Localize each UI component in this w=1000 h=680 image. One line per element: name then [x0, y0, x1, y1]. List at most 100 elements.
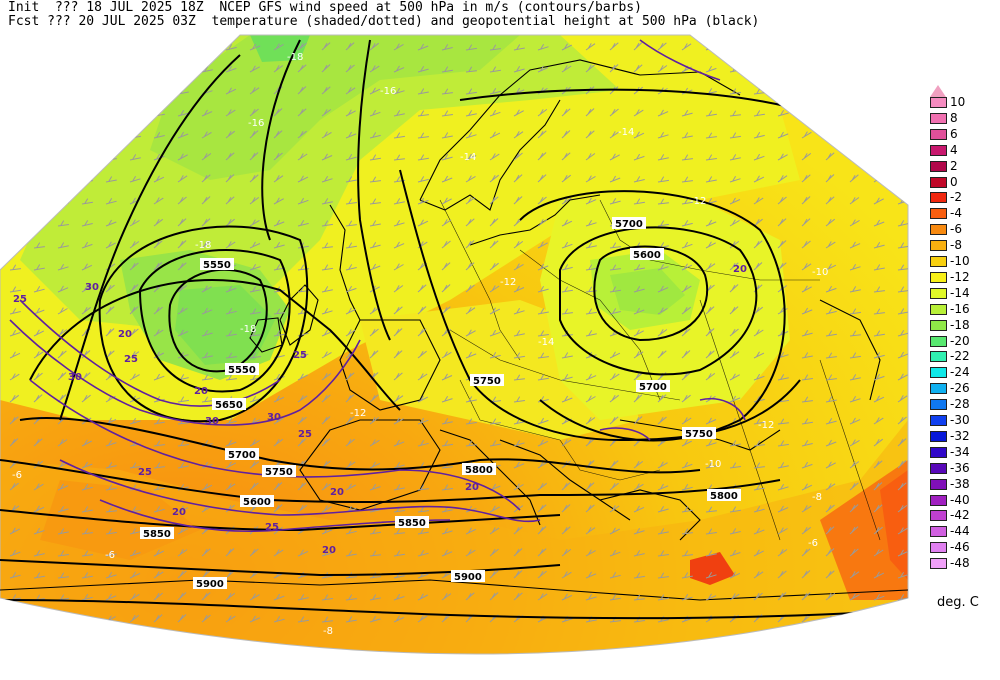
colorbar-label: 6 — [950, 126, 958, 141]
height-label: 5650 — [212, 398, 246, 411]
wind-label: 30 — [267, 412, 281, 423]
colorbar-label: -20 — [950, 333, 970, 348]
colorbar-swatch — [930, 256, 947, 267]
colorbar-swatch — [930, 271, 947, 283]
svg-text:5550: 5550 — [228, 365, 256, 376]
colorbar-label: -48 — [950, 556, 970, 571]
colorbar-label: -28 — [950, 397, 970, 412]
colorbar-swatch — [930, 192, 947, 204]
temp-label: -14 — [538, 337, 554, 348]
svg-text:5900: 5900 — [454, 572, 482, 583]
height-label: 5850 — [140, 527, 174, 540]
colorbar-swatch — [930, 510, 947, 522]
colorbar-label: -44 — [950, 524, 970, 539]
height-label: 5750 — [682, 427, 716, 440]
colorbar-swatch — [930, 415, 947, 426]
colorbar-label: -14 — [950, 285, 970, 300]
temp-label: -12 — [758, 420, 774, 431]
colorbar-label: -2 — [950, 190, 962, 205]
colorbar-swatch — [930, 367, 947, 379]
temp-label: -10 — [812, 267, 828, 278]
colorbar-label: 4 — [950, 142, 958, 157]
height-label: 5900 — [451, 570, 485, 583]
height-label: 5600 — [240, 495, 274, 508]
wind-label: 30 — [205, 416, 219, 427]
temp-label: -12 — [350, 408, 366, 419]
colorbar-swatch — [930, 494, 947, 506]
wind-label: 20 — [118, 329, 132, 340]
colorbar-swatch — [930, 399, 947, 411]
temp-label: -16 — [248, 118, 264, 129]
colorbar-label: -18 — [950, 317, 970, 332]
wind-label: 25 — [265, 522, 279, 533]
colorbar-swatch — [930, 351, 947, 363]
colorbar-swatch — [930, 208, 947, 220]
temp-label: -8 — [323, 626, 333, 637]
svg-text:5750: 5750 — [473, 376, 501, 387]
temp-label: -12 — [690, 196, 706, 207]
colorbar-label: -16 — [950, 301, 970, 316]
svg-text:5650: 5650 — [215, 400, 243, 411]
wind-contours — [9, 39, 746, 533]
colorbar-swatch — [930, 446, 947, 458]
wind-label: 25 — [138, 467, 152, 478]
wind-label: 20 — [322, 545, 336, 556]
colorbar-label: -24 — [950, 365, 970, 380]
colorbar-label: -42 — [950, 508, 970, 523]
init-time-header: Init ??? 18 JUL 2025 18Z NCEP GFS wind s… — [8, 0, 642, 15]
svg-text:5600: 5600 — [633, 250, 661, 261]
height-label: 5550 — [225, 363, 259, 376]
colorbar-units: deg. C — [937, 595, 979, 610]
colorbar-swatch — [930, 160, 947, 172]
temp-label: -8 — [812, 492, 822, 503]
height-label: 5700 — [225, 448, 259, 461]
temp-label: -6 — [12, 470, 22, 481]
wind-label: 20 — [733, 264, 747, 275]
svg-text:5900: 5900 — [196, 579, 224, 590]
wind-label: 25 — [298, 429, 312, 440]
height-label: 5900 — [193, 577, 227, 590]
wind-label: 25 — [124, 354, 138, 365]
colorbar-label: -34 — [950, 444, 970, 459]
temperature-field — [0, 35, 908, 654]
temp-label: -6 — [105, 550, 115, 561]
colorbar-label: 10 — [950, 95, 966, 109]
height-label: 5700 — [612, 217, 646, 230]
forecast-time-header: Fcst ??? 20 JUL 2025 03Z temperature (sh… — [8, 14, 760, 29]
temp-label: -14 — [618, 127, 634, 138]
colorbar-label: 2 — [950, 158, 958, 173]
svg-text:5850: 5850 — [398, 518, 426, 529]
colorbar-label: -40 — [950, 492, 970, 507]
wind-label: 20 — [330, 487, 344, 498]
height-label: 5600 — [630, 248, 664, 261]
temp-label: -10 — [705, 459, 721, 470]
height-label: 5800 — [462, 463, 496, 476]
height-label: 5800 — [707, 489, 741, 502]
colorbar-swatch — [930, 478, 947, 490]
temp-label: -16 — [380, 86, 396, 97]
temp-label: -14 — [460, 152, 476, 163]
colorbar-swatch — [930, 558, 947, 570]
colorbar-label: -32 — [950, 428, 970, 443]
colorbar-swatch — [930, 462, 947, 474]
wind-label: 20 — [194, 386, 208, 397]
height-label: 5700 — [636, 380, 670, 393]
temp-label: -18 — [240, 324, 256, 335]
svg-text:5700: 5700 — [615, 219, 643, 230]
height-label: 5550 — [200, 258, 234, 271]
svg-text:5800: 5800 — [710, 491, 738, 502]
temp-label: -18 — [195, 240, 211, 251]
colorbar-swatch — [930, 128, 947, 140]
colorbar-label: -4 — [950, 206, 962, 221]
colorbar-swatch — [930, 97, 947, 108]
colorbar-swatch — [930, 430, 947, 442]
temp-label: -18 — [287, 52, 303, 63]
height-contours — [0, 39, 908, 620]
wind-label: 20 — [172, 507, 186, 518]
svg-text:5750: 5750 — [685, 429, 713, 440]
colorbar-swatch — [930, 112, 947, 124]
colorbar-label: -30 — [950, 413, 970, 427]
wind-label: 25 — [13, 294, 27, 305]
colorbar-label: 0 — [950, 174, 958, 189]
temperature-colorbar: 10 8 6 4 2 0 -2 -4 -6 -8 -10 -12 -14 -16 -18 -20 -22 -24-… — [930, 85, 990, 577]
